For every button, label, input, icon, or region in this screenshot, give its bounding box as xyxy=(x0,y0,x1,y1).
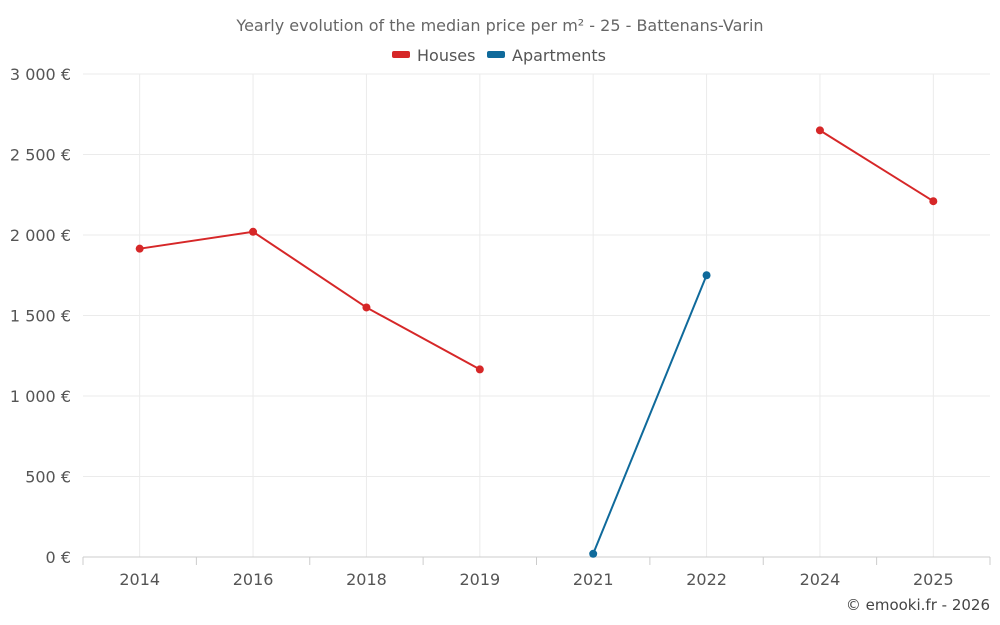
y-tick-label: 0 € xyxy=(46,548,71,567)
legend-label-houses: Houses xyxy=(417,46,475,65)
x-tick-label: 2018 xyxy=(346,570,387,589)
legend-item-apartments[interactable]: Apartments xyxy=(487,46,606,65)
data-point-houses[interactable] xyxy=(929,197,938,206)
data-point-houses[interactable] xyxy=(135,244,144,253)
series-points xyxy=(135,126,938,558)
legend: Houses Apartments xyxy=(392,46,606,65)
series-line-apartments xyxy=(592,274,708,555)
y-tick-label: 1 500 € xyxy=(10,307,71,326)
y-tick-label: 2 500 € xyxy=(10,146,71,165)
data-point-apartments[interactable] xyxy=(589,549,598,558)
x-gridlines xyxy=(82,74,991,565)
data-point-houses[interactable] xyxy=(362,303,371,312)
x-axis-labels: 2014 2016 2018 2019 2021 2022 2024 2025 xyxy=(119,570,953,589)
y-tick-label: 500 € xyxy=(25,468,71,487)
y-tick-label: 3 000 € xyxy=(10,65,71,84)
legend-item-houses[interactable]: Houses xyxy=(392,46,475,65)
y-gridlines xyxy=(83,73,990,477)
x-tick-label: 2024 xyxy=(800,570,841,589)
data-point-houses[interactable] xyxy=(249,227,258,236)
x-tick-label: 2016 xyxy=(233,570,274,589)
y-tick-label: 1 000 € xyxy=(10,387,71,406)
credit-text: © emooki.fr - 2026 xyxy=(846,596,990,614)
legend-label-apartments: Apartments xyxy=(512,46,606,65)
data-point-houses[interactable] xyxy=(475,365,484,374)
data-point-houses[interactable] xyxy=(815,126,824,135)
y-axis-labels: 0 € 500 € 1 000 € 1 500 € 2 000 € 2 500 € 3 00… xyxy=(10,65,71,567)
x-tick-label: 2021 xyxy=(573,570,614,589)
x-tick-label: 2025 xyxy=(913,570,954,589)
series-line-houses xyxy=(139,230,481,371)
chart-title: Yearly evolution of the median price per… xyxy=(235,16,763,35)
x-tick-label: 2022 xyxy=(686,570,727,589)
x-tick-label: 2014 xyxy=(119,570,160,589)
y-tick-label: 2 000 € xyxy=(10,226,71,245)
series-lines xyxy=(139,129,934,555)
legend-swatch-apartments xyxy=(487,51,505,58)
x-tick-label: 2019 xyxy=(459,570,500,589)
legend-swatch-houses xyxy=(392,51,410,58)
series-line-houses xyxy=(819,129,934,203)
data-point-apartments[interactable] xyxy=(702,271,711,280)
